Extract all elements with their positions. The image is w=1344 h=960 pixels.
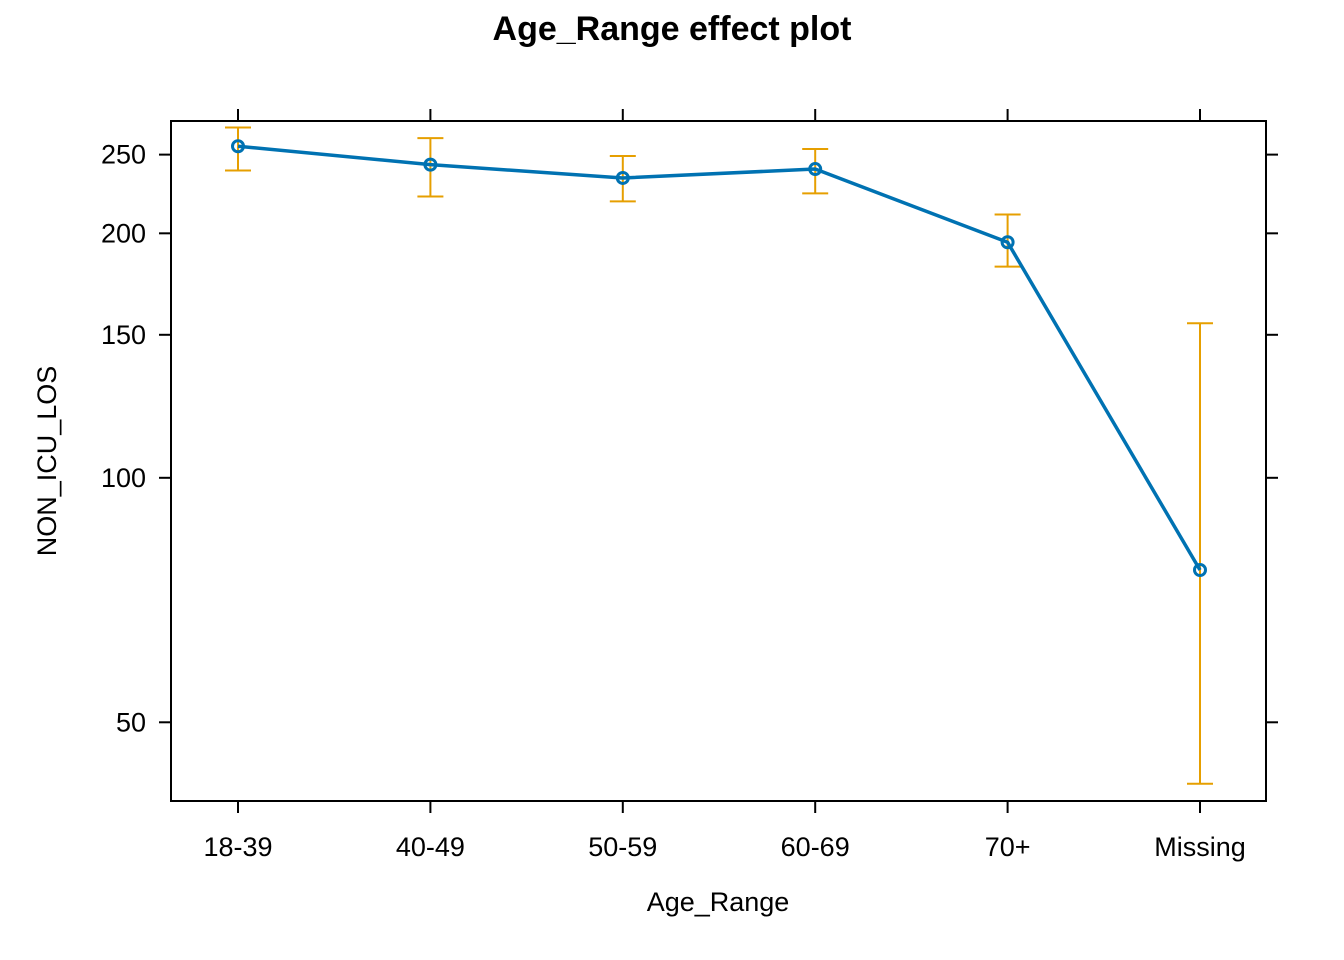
data-point [1193,562,1207,577]
x-tick-label: 60-69 [781,832,850,862]
series-line [237,144,1202,571]
y-tick-label: 250 [101,140,146,170]
data-point [1000,235,1015,250]
y-axis-title: NON_ICU_LOS [32,366,62,557]
x-tick-label: Missing [1154,832,1246,862]
plot-frame [170,120,1267,802]
confidence-intervals [225,126,1213,785]
x-tick-label: 50-59 [588,832,657,862]
x-tick-label: 40-49 [396,832,465,862]
data-point [615,170,630,185]
y-tick-label: 50 [116,707,146,737]
data-point [423,157,438,172]
y-axis: 50 100 150 200 250 [101,140,1278,737]
x-tick-label: 18-39 [203,832,272,862]
x-axis: 18-39 40-49 50-59 60-69 70+ Missing [203,109,1246,862]
series-points [231,139,1207,577]
y-tick-label: 100 [101,463,146,493]
chart-title: Age_Range effect plot [492,10,852,48]
y-tick-label: 200 [101,218,146,248]
y-tick-label: 150 [101,320,146,350]
series-line-group [237,144,1202,571]
data-point [231,139,245,154]
x-tick-label: 70+ [985,832,1031,862]
x-axis-title: Age_Range [647,887,790,917]
data-point [808,162,823,177]
